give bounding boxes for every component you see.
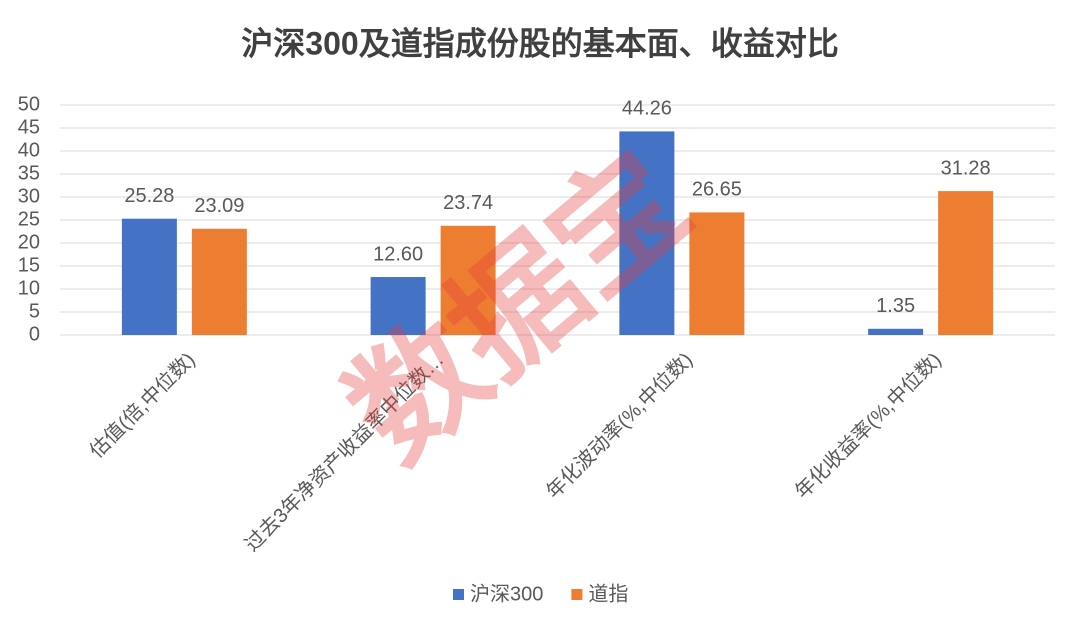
bar <box>868 328 924 335</box>
y-tick-label: 5 <box>29 300 40 322</box>
data-label: 44.26 <box>622 98 672 120</box>
bar <box>440 225 496 335</box>
y-tick-label: 10 <box>18 277 40 299</box>
bar <box>191 228 247 335</box>
bar <box>121 218 177 335</box>
y-tick-label: 0 <box>29 323 40 345</box>
bar <box>938 191 994 335</box>
y-tick-label: 35 <box>18 162 40 184</box>
y-tick-label: 20 <box>18 231 40 253</box>
data-label: 23.09 <box>194 195 244 217</box>
bar <box>619 131 675 335</box>
legend-swatch <box>571 589 583 600</box>
data-label: 26.65 <box>692 179 742 201</box>
y-tick-label: 40 <box>18 139 40 161</box>
data-label: 25.28 <box>124 185 174 207</box>
legend-label: 道指 <box>588 582 628 605</box>
y-tick-label: 30 <box>18 185 40 207</box>
data-label: 23.74 <box>443 192 493 214</box>
legend-swatch <box>453 589 464 600</box>
y-tick-label: 15 <box>18 254 40 276</box>
legend-label: 沪深300 <box>470 582 543 605</box>
y-tick-label: 25 <box>18 208 40 230</box>
y-tick-label: 50 <box>18 93 40 115</box>
y-tick-label: 45 <box>18 116 40 138</box>
data-label: 12.60 <box>373 243 423 265</box>
data-label: 31.28 <box>941 157 991 179</box>
data-label: 1.35 <box>876 295 915 317</box>
bar <box>370 277 426 335</box>
bar <box>689 212 745 335</box>
chart-title: 沪深300及道指成份股的基本面、收益对比 <box>241 25 838 61</box>
